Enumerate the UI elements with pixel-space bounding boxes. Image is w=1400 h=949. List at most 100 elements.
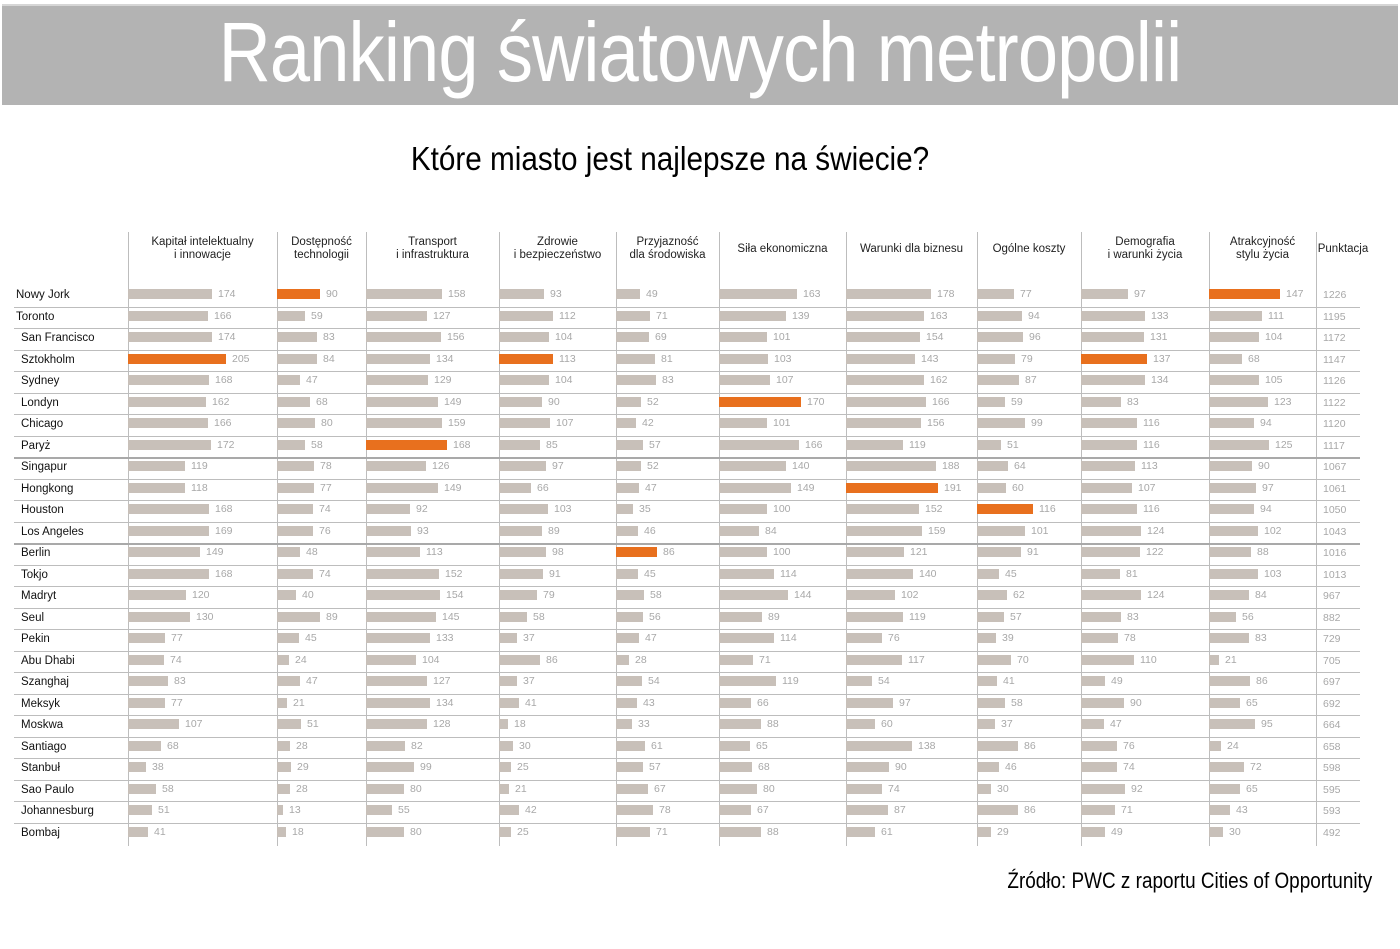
- column-header: Zdrowie i bezpieczeństwo: [513, 236, 602, 261]
- column-header: Transport i infrastruktura: [396, 236, 469, 261]
- bar: [846, 762, 889, 772]
- bar-value: 41: [525, 696, 537, 709]
- bar: [128, 633, 165, 643]
- bar-value: 65: [1246, 696, 1258, 709]
- bar: [1081, 461, 1135, 471]
- bar-value: 104: [1265, 331, 1283, 343]
- bar: [977, 611, 1004, 622]
- column-divider: [846, 232, 847, 846]
- bar: [499, 719, 508, 729]
- bar: [128, 504, 209, 514]
- bar-value: 112: [559, 309, 576, 322]
- bar: [277, 547, 300, 557]
- bar-value: 77: [320, 481, 332, 494]
- bar: [977, 654, 1011, 665]
- bar-value: 97: [1134, 288, 1146, 300]
- total-score: 1172: [1323, 332, 1346, 344]
- bar: [977, 461, 1008, 471]
- bar: [128, 396, 206, 407]
- row-divider: [14, 650, 1360, 652]
- bar-value: 111: [1268, 309, 1284, 322]
- bar-value: 149: [797, 481, 815, 494]
- bar-value: 89: [548, 524, 560, 537]
- bar-value: 83: [1127, 610, 1139, 623]
- bar-value: 46: [1005, 761, 1017, 773]
- bar-value: 125: [1275, 438, 1293, 451]
- bar: [128, 353, 226, 364]
- column-divider: [977, 232, 978, 846]
- bar: [1209, 633, 1249, 643]
- city-label: San Francisco: [21, 332, 95, 344]
- bar: [277, 332, 317, 342]
- bar-value: 39: [1002, 632, 1014, 644]
- bar: [616, 826, 650, 837]
- total-score: 697: [1323, 676, 1341, 688]
- bar: [846, 826, 875, 837]
- column-header-total: Punktacja: [1317, 243, 1369, 255]
- bar-value: 162: [212, 395, 230, 408]
- bar: [499, 633, 517, 643]
- row-divider: [14, 349, 1360, 351]
- bar-value: 95: [1261, 718, 1273, 730]
- bar: [1209, 590, 1249, 600]
- bar: [977, 826, 991, 837]
- bar-value: 47: [645, 632, 657, 644]
- bar: [719, 697, 751, 708]
- bar-value: 25: [517, 825, 529, 838]
- bar: [128, 611, 190, 622]
- bar-value: 127: [433, 309, 451, 322]
- row-divider: [14, 521, 1360, 523]
- bar: [616, 396, 641, 407]
- city-label: Londyn: [21, 396, 59, 409]
- bar: [719, 332, 767, 342]
- bar: [846, 310, 924, 321]
- bar: [128, 568, 209, 579]
- bar: [719, 504, 767, 514]
- bar: [1081, 568, 1120, 579]
- bar: [366, 504, 410, 514]
- total-score: 729: [1323, 633, 1341, 645]
- bar: [1209, 697, 1240, 708]
- bar: [616, 461, 641, 471]
- bar-value: 79: [543, 589, 555, 601]
- bar: [719, 762, 752, 772]
- bar-value: 140: [792, 460, 810, 472]
- bar: [1081, 310, 1145, 321]
- column-divider: [1316, 232, 1317, 846]
- bar-value: 21: [1225, 653, 1237, 666]
- bar: [1209, 654, 1219, 665]
- bar: [128, 525, 209, 536]
- bar: [366, 633, 430, 643]
- bar: [366, 783, 404, 794]
- city-label: Sztokholm: [21, 353, 75, 366]
- total-score: 1122: [1323, 396, 1346, 409]
- title-banner: Ranking światowych metropolii: [2, 4, 1398, 105]
- city-label: Santiago: [21, 740, 67, 753]
- total-score: 1067: [1323, 461, 1347, 473]
- bar: [277, 805, 283, 815]
- bar-value: 68: [167, 739, 179, 752]
- bar-value: 149: [206, 546, 224, 558]
- bar: [499, 353, 553, 364]
- total-score: 1043: [1323, 525, 1347, 538]
- bar-value: 123: [1274, 395, 1292, 408]
- bar: [977, 762, 999, 772]
- bar: [1081, 396, 1121, 407]
- bar-value: 41: [154, 825, 166, 838]
- bar-value: 58: [1011, 696, 1023, 709]
- bar-value: 103: [554, 503, 572, 515]
- bar-value: 43: [1236, 804, 1248, 816]
- bar: [1081, 805, 1115, 815]
- bar-value: 37: [523, 675, 535, 687]
- bar-value: 116: [1143, 438, 1160, 451]
- bar: [616, 418, 636, 428]
- bar: [1209, 482, 1256, 493]
- bar-value: 71: [656, 309, 668, 322]
- bar-value: 114: [780, 632, 797, 644]
- bar: [719, 547, 767, 557]
- bar: [366, 418, 442, 428]
- bar-value: 168: [215, 567, 233, 580]
- total-score: 593: [1323, 805, 1341, 817]
- bar-value: 98: [552, 546, 564, 558]
- bar-value: 81: [661, 352, 673, 365]
